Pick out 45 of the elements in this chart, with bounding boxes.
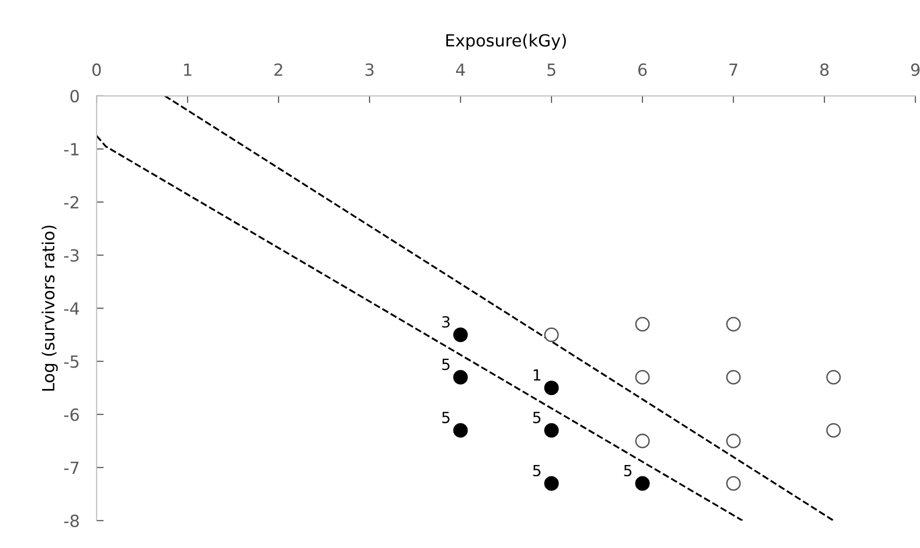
y-tick-label: -6	[64, 408, 79, 421]
y-tick-label: -2	[64, 196, 78, 208]
point	[635, 370, 650, 385]
point	[635, 476, 650, 491]
y-axis-title: Log (survivors ratio)	[42, 226, 58, 391]
x-tick-label: 3	[366, 63, 374, 76]
annotation: 5	[624, 464, 632, 476]
point	[826, 370, 841, 385]
x-tick-label: 2	[274, 63, 282, 76]
y-tick-label: -3	[64, 249, 79, 262]
x-tick-label: 8	[820, 63, 829, 76]
point	[726, 434, 741, 448]
annotation: 1	[534, 369, 540, 381]
x-tick-label: 5	[547, 64, 556, 76]
point	[544, 476, 559, 491]
point	[635, 316, 650, 332]
point	[826, 423, 841, 438]
x-tick-label: 1	[184, 64, 192, 76]
y-tick-label: 0	[70, 90, 79, 102]
y-tick-label: -1	[64, 143, 78, 156]
point	[453, 370, 468, 385]
y-tick-label: -4	[64, 302, 79, 315]
annotation: 5	[533, 412, 540, 424]
point	[544, 423, 559, 438]
point	[726, 476, 741, 491]
y-tick-label: -8	[64, 514, 79, 528]
y-tick-label: -7	[64, 462, 79, 474]
x-axis-title: Exposure(kGy)	[446, 34, 566, 50]
x-tick-label: 9	[911, 63, 920, 76]
x-tick-label: 4	[456, 64, 465, 76]
point	[544, 328, 559, 342]
annotation: 3	[442, 316, 450, 328]
annotation: 5	[442, 412, 450, 424]
point	[453, 328, 468, 342]
x-tick-label: 7	[730, 64, 738, 76]
x-tick-label: 0	[92, 63, 101, 76]
point	[635, 434, 650, 448]
y-tick-label: -5	[64, 356, 78, 368]
point	[726, 370, 741, 385]
point	[544, 380, 559, 396]
annotation: 5	[442, 358, 450, 370]
point	[726, 316, 741, 332]
annotation: 5	[533, 464, 540, 476]
point	[453, 423, 468, 438]
x-tick-label: 6	[638, 63, 647, 76]
